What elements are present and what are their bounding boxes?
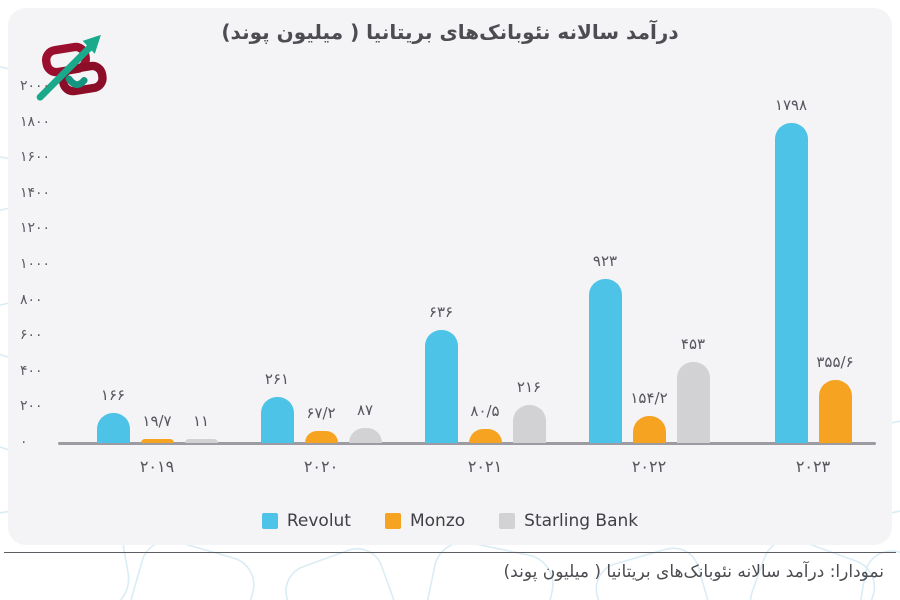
chart-plot-area: ۲۰۰۰ ۱۸۰۰ ۱۶۰۰ ۱۴۰۰ ۱۲۰۰ ۱۰۰۰ ۸۰۰ ۶۰۰ ۴۰۰ ۲۰۰ ۰ ۱۶۶… [8, 8, 892, 545]
legend-item-revolut: Revolut [261, 511, 351, 531]
x-axis-year-label: ۲۰۱۹ [139, 457, 175, 476]
x-axis-year-label: ۲۰۲۲ [631, 457, 667, 476]
y-axis-tick-label: ۱۴۰۰ [20, 184, 51, 201]
x-axis-year-label: ۲۰۲۳ [795, 457, 831, 476]
y-axis-tick-label: ۸۰۰ [20, 291, 43, 308]
bar-monzo [140, 439, 174, 443]
y-axis-tick-label: ۰ [20, 434, 28, 450]
bar-revolut [424, 329, 458, 443]
chart-title: درآمد سالانه نئوبانک‌های بریتانیا ( میلی… [221, 20, 679, 44]
footer-divider [4, 552, 896, 553]
y-axis-tick-label: ۱۶۰۰ [20, 149, 51, 166]
bar-starling-bank [184, 439, 218, 443]
bar-monzo [468, 428, 502, 443]
bar-monzo [818, 379, 852, 443]
legend-color-swatch [261, 513, 278, 529]
bar-value-label: ۲۶۱ [264, 369, 290, 388]
footer-caption: نمودارا: درآمد سالانه نئوبانک‌های بریتان… [503, 562, 884, 582]
legend-series-label: Monzo [409, 511, 466, 531]
legend-item-monzo: Monzo [384, 511, 466, 531]
bar-monzo [304, 431, 338, 443]
bar-starling-bank [676, 362, 710, 443]
bar-value-label: ۴۵۳ [680, 335, 706, 354]
x-axis-line [58, 442, 876, 445]
bar-starling-bank [348, 427, 382, 443]
legend-item-starling-bank: Starling Bank [499, 511, 638, 531]
bar-value-label: ۸۰/۵ [470, 401, 500, 420]
legend-series-label: Revolut [286, 511, 351, 531]
bar-value-label: ۳۵۵/۶ [816, 352, 854, 371]
bar-value-label: ۶۳۶ [428, 302, 454, 321]
bar-value-label: ۱۹/۷ [142, 412, 172, 430]
bar-revolut [774, 122, 808, 443]
x-axis-year-label: ۲۰۲۰ [303, 457, 339, 476]
bar-monzo [632, 415, 666, 443]
bar-value-label: ۶۷/۲ [306, 404, 336, 423]
chart-card: درآمد سالانه نئوبانک‌های بریتانیا ( میلی… [8, 8, 892, 545]
legend-color-swatch [384, 513, 401, 529]
y-axis-tick-label: ۶۰۰ [20, 327, 43, 344]
x-axis-year-label: ۲۰۲۱ [467, 457, 503, 476]
y-axis-tick-label: ۲۰۰ [20, 398, 43, 415]
bar-value-label: ۱۷۹۸ [774, 95, 808, 114]
bar-value-label: ۱۶۶ [100, 386, 126, 405]
y-axis-tick-label: ۲۰۰۰ [20, 78, 51, 94]
bar-value-label: ۸۷ [356, 400, 374, 419]
bar-value-label: ۲۱۶ [516, 377, 542, 396]
y-axis-tick-label: ۴۰۰ [20, 362, 43, 379]
bar-revolut [260, 396, 294, 443]
legend-color-swatch [499, 513, 516, 529]
bar-revolut [96, 413, 130, 443]
y-axis-tick-label: ۱۲۰۰ [20, 220, 51, 237]
chart-legend: Revolut Monzo Starling Bank [8, 511, 892, 531]
legend-series-label: Starling Bank [524, 511, 639, 531]
bar-value-label: ۹۲۳ [592, 251, 618, 270]
y-axis-tick-label: ۱۰۰۰ [20, 256, 51, 272]
bar-starling-bank [512, 404, 546, 443]
y-axis-tick-label: ۱۸۰۰ [20, 113, 51, 130]
bar-value-label: ۱۱ [192, 412, 210, 430]
bar-revolut [588, 278, 622, 443]
brand-logo-icon [36, 34, 107, 101]
bar-value-label: ۱۵۴/۲ [630, 388, 668, 407]
